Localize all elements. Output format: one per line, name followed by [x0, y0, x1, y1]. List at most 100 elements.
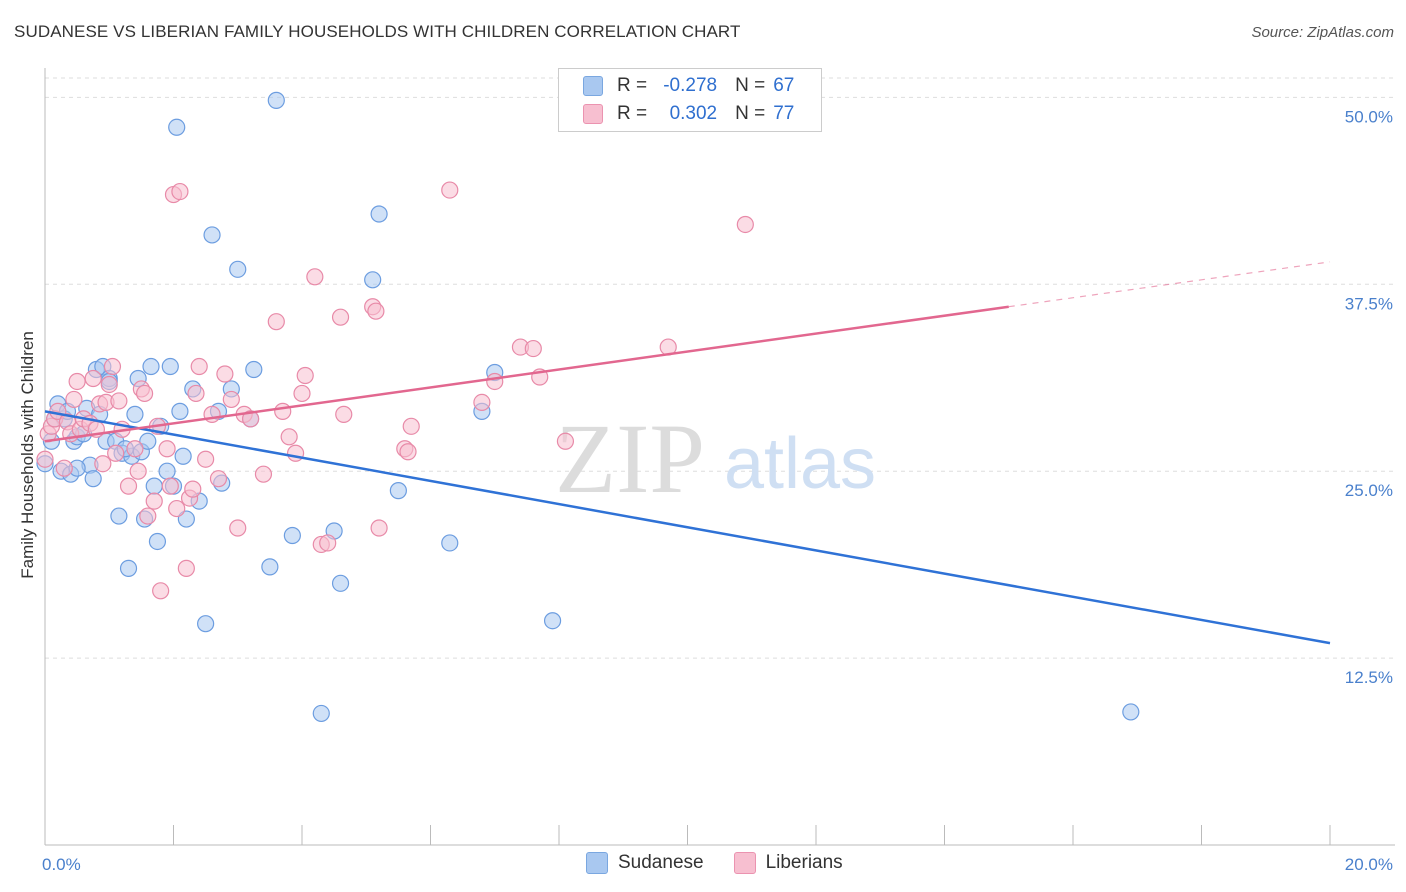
points-layer [36, 91, 1140, 723]
data-point-liberians [184, 480, 202, 498]
watermark-zip: ZIP [555, 403, 705, 514]
data-point-liberians [55, 459, 73, 477]
data-point-sudanese [283, 526, 301, 545]
watermark-atlas: atlas [724, 424, 876, 504]
data-point-sudanese [126, 405, 144, 423]
data-point-liberians [126, 440, 144, 458]
legend-n-label: N = [735, 75, 766, 96]
data-point-sudanese [364, 271, 382, 289]
legend-label-liberians: Liberians [765, 852, 843, 873]
data-point-sudanese [441, 534, 459, 552]
data-point-liberians [209, 470, 228, 488]
data-point-liberians [190, 357, 208, 376]
x-tick-label: 0.0% [42, 855, 81, 874]
data-point-sudanese [84, 470, 102, 488]
data-point-liberians [107, 444, 125, 462]
legend-item-liberians[interactable]: Liberians [733, 852, 843, 874]
data-point-liberians [100, 375, 118, 394]
data-point-liberians [399, 443, 417, 461]
data-point-sudanese [389, 482, 407, 500]
data-point-liberians [129, 462, 147, 480]
data-point-liberians [68, 372, 86, 391]
data-point-sudanese [161, 357, 179, 376]
data-point-liberians [331, 308, 350, 326]
data-point-sudanese [543, 612, 562, 630]
data-point-liberians [177, 559, 195, 577]
data-point-sudanese [261, 558, 279, 576]
data-point-sudanese [139, 432, 157, 450]
data-point-liberians [367, 302, 385, 320]
data-point-liberians [216, 365, 234, 383]
data-point-liberians [161, 477, 179, 495]
legend-row-liberians: R = 0.302 N = 77 [583, 101, 794, 127]
data-point-liberians [267, 313, 285, 331]
axis-layer [44, 68, 1395, 846]
data-point-liberians [736, 215, 754, 234]
data-point-liberians [197, 450, 215, 468]
data-point-liberians [242, 410, 260, 428]
y-tick-label: 25.0% [1345, 481, 1393, 500]
legend-swatch-liberians [733, 852, 756, 874]
data-point-sudanese [168, 118, 186, 136]
legend-swatch-sudanese [586, 852, 608, 874]
y-tick-label: 37.5% [1345, 294, 1393, 313]
data-point-liberians [139, 507, 157, 525]
data-point-liberians [524, 339, 542, 358]
data-point-liberians [370, 519, 388, 537]
data-point-liberians [171, 182, 189, 201]
legend-label-sudanese: Sudanese [618, 852, 704, 873]
trend-layer [44, 261, 1331, 645]
series-legend: Sudanese Liberians [586, 852, 873, 874]
data-point-sudanese [145, 477, 163, 495]
data-point-liberians [280, 428, 298, 446]
data-point-sudanese [119, 559, 138, 577]
data-point-sudanese [312, 704, 330, 723]
data-point-sudanese [142, 357, 160, 376]
data-point-sudanese [203, 226, 221, 244]
data-point-sudanese [197, 615, 215, 633]
data-point-sudanese [267, 91, 285, 109]
legend-n-value: 67 [773, 75, 795, 96]
data-point-sudanese [110, 507, 128, 525]
data-point-liberians [168, 499, 186, 518]
legend-row-sudanese: R = -0.278 N = 67 [583, 73, 794, 99]
legend-swatch-liberians [583, 104, 603, 124]
data-point-liberians [274, 402, 292, 420]
data-point-liberians [296, 366, 314, 385]
data-point-liberians [319, 534, 337, 552]
legend-r-label: R = [617, 103, 648, 124]
chart-title: SUDANESE VS LIBERIAN FAMILY HOUSEHOLDS W… [14, 22, 741, 41]
data-point-liberians [187, 384, 205, 403]
chart-source: Source: ZipAtlas.com [1251, 24, 1394, 41]
data-point-liberians [473, 393, 491, 412]
data-point-liberians [145, 492, 163, 510]
data-point-sudanese [229, 260, 247, 278]
data-point-liberians [36, 450, 54, 468]
legend-swatch-sudanese [583, 76, 603, 96]
data-point-liberians [158, 440, 176, 458]
data-point-sudanese [331, 574, 350, 592]
data-point-sudanese [158, 462, 176, 480]
data-point-liberians [94, 455, 112, 473]
tick-label-layer: 12.5% 25.0% 37.5% 50.0% 0.0% 20.0% [42, 107, 1393, 874]
data-point-liberians [103, 357, 122, 376]
data-point-sudanese [148, 532, 167, 551]
data-point-liberians [135, 384, 154, 403]
data-point-liberians [84, 369, 102, 388]
legend-r-value: -0.278 [663, 75, 718, 96]
data-point-liberians [441, 181, 459, 199]
trend-line-sudanese [44, 410, 1331, 645]
data-point-sudanese [174, 447, 192, 465]
data-point-liberians [65, 390, 83, 409]
legend-item-sudanese[interactable]: Sudanese [586, 852, 704, 874]
data-point-sudanese [370, 205, 388, 223]
data-point-liberians [222, 390, 240, 409]
data-point-liberians [254, 465, 273, 483]
data-point-liberians [556, 432, 575, 450]
data-point-liberians [110, 392, 128, 410]
data-point-liberians [293, 384, 311, 403]
data-point-liberians [402, 417, 420, 435]
data-point-sudanese [1122, 703, 1140, 721]
data-point-sudanese [245, 360, 263, 379]
